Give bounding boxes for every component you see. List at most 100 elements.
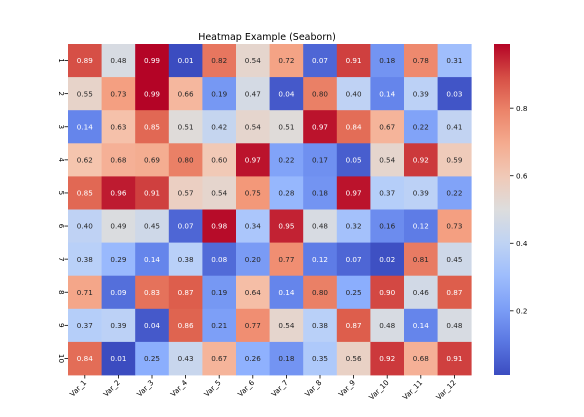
heatmap-cell [168,77,203,111]
heatmap-cell [168,176,203,210]
cell-value-label: 0.45 [144,222,160,231]
heatmap-cell [336,77,371,111]
heatmap-cell [135,143,170,177]
heatmap-cell [370,308,405,343]
cell-value-label: 0.68 [413,354,429,363]
cell-value-label: 0.54 [278,321,294,330]
y-tick-label: 9 [57,323,66,328]
heatmap-cell [101,308,136,343]
cell-value-label: 0.95 [278,222,294,231]
cell-value-label: 0.91 [346,56,362,65]
cell-value-label: 0.51 [178,122,194,131]
heatmap-cell [202,275,237,310]
cell-value-label: 0.97 [346,189,362,198]
cell-value-label: 0.48 [446,321,462,330]
heatmap-cell [336,176,371,210]
heatmap-cell [236,110,270,144]
cell-value-label: 0.40 [77,222,93,231]
cell-value-label: 0.16 [379,222,395,231]
heatmap-cell [269,308,304,343]
cell-value-label: 0.07 [178,222,194,231]
cell-value-label: 0.72 [278,56,294,65]
cell-value-label: 0.68 [110,155,126,164]
cell-value-label: 0.69 [144,155,160,164]
cell-value-label: 0.17 [312,155,328,164]
heatmap-cell [236,44,270,78]
heatmap-cell [168,110,203,144]
cell-value-label: 0.80 [312,89,328,98]
cell-value-label: 0.60 [211,155,227,164]
heatmap-cell [336,110,371,144]
y-tick-label: 5 [57,191,66,196]
cell-value-label: 0.19 [211,288,227,297]
cell-value-label: 0.37 [379,189,395,198]
y-axis: 1 2 3 4 5 6 7 8 9 10 [57,58,68,363]
heatmap-cell [101,143,136,177]
cell-value-label: 0.39 [413,189,429,198]
heatmap-cell [269,77,304,111]
cell-value-label: 0.48 [110,56,126,65]
heatmap-cell [303,110,338,144]
heatmap-cell [68,242,102,277]
cell-value-label: 0.21 [211,321,227,330]
heatmap-cell [202,143,237,177]
colorbar-axis: 0.2 0.4 0.6 0.8 [510,104,528,315]
heatmap-cell [370,242,405,277]
heatmap-cell [101,176,136,210]
heatmap-cell [404,341,438,376]
cell-value-label: 0.42 [211,122,227,131]
heatmap-cell [101,110,136,144]
cell-value-label: 0.87 [178,288,194,297]
cell-value-label: 0.38 [312,321,328,330]
chart-title: Heatmap Example (Seaborn) [198,32,336,43]
heatmap-cell [236,176,270,210]
heatmap-cell [202,242,237,277]
cell-value-label: 0.87 [446,288,462,297]
heatmap-cell [269,242,304,277]
heatmap-cell [101,242,136,277]
cell-value-label: 0.08 [211,255,227,264]
cell-value-label: 0.97 [245,155,261,164]
heatmap-cell [68,44,102,78]
cell-value-label: 0.01 [178,56,194,65]
heatmap-cell [168,209,203,243]
heatmap-cell [336,44,371,78]
cell-value-label: 0.22 [446,189,462,198]
heatmap-cell [269,44,304,78]
heatmap-cell [437,44,472,78]
heatmap-cell [370,143,405,177]
heatmap-cell [404,308,438,343]
cell-value-label: 0.48 [379,321,395,330]
cell-value-label: 0.67 [211,354,227,363]
cell-value-label: 0.18 [278,354,294,363]
cell-value-label: 0.89 [77,56,93,65]
heatmap-cell [135,308,170,343]
cell-value-label: 0.14 [278,288,294,297]
cell-value-label: 0.57 [178,189,194,198]
heatmap-cell [269,209,304,243]
cell-value-label: 0.67 [379,122,395,131]
heatmap-cell [437,242,472,277]
cell-value-label: 0.99 [144,56,160,65]
heatmap-cell [135,209,170,243]
cell-value-label: 0.85 [77,189,93,198]
cell-value-label: 0.19 [211,89,227,98]
cell-value-label: 0.49 [110,222,126,231]
heatmap-cell [303,209,338,243]
heatmap-cell [135,242,170,277]
cell-value-label: 0.62 [77,155,93,164]
cell-value-label: 0.25 [346,288,362,297]
cell-value-label: 0.40 [346,89,362,98]
cell-value-label: 0.29 [110,255,126,264]
heatmap-cell [168,143,203,177]
heatmap-cell [370,209,405,243]
y-tick-label: 2 [57,91,66,96]
cell-value-label: 0.84 [346,122,362,131]
cell-value-label: 0.09 [110,288,126,297]
y-tick-label: 10 [57,354,66,364]
y-tick-label: 8 [57,290,66,295]
cell-value-label: 0.26 [245,354,261,363]
heatmap-cell [404,275,438,310]
cell-value-label: 0.14 [379,89,395,98]
heatmap-cell [135,110,170,144]
